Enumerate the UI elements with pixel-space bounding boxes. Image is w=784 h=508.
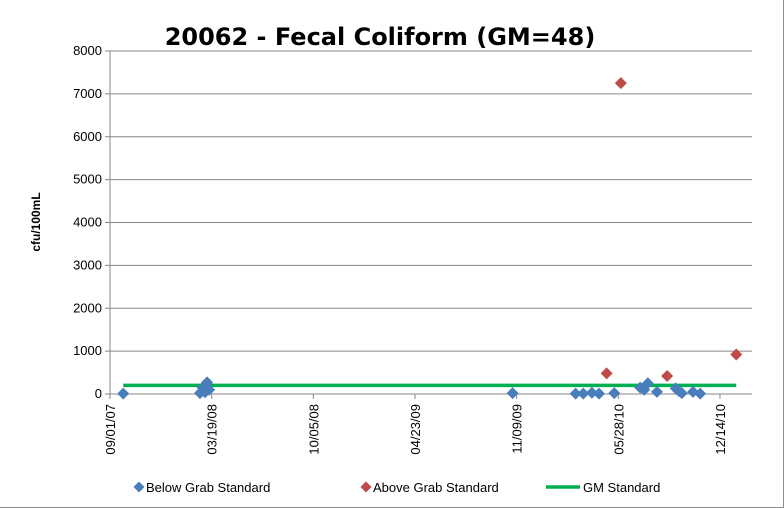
- y-axis-label: cfu/100mL: [29, 192, 43, 251]
- y-tick-label: 7000: [73, 86, 102, 101]
- below-standard-point: [569, 387, 582, 400]
- gridlines: [110, 50, 752, 395]
- below-standard-point: [577, 387, 590, 400]
- series-layer: [117, 77, 743, 400]
- below-standard-point: [592, 387, 605, 400]
- y-tick-label: 0: [95, 386, 102, 401]
- y-tick-label: 5000: [73, 172, 102, 187]
- x-tick-label: 04/23/09: [408, 404, 423, 455]
- x-tick-label: 05/28/10: [611, 404, 626, 455]
- y-tick-label: 8000: [73, 43, 102, 58]
- below-standard-point: [641, 377, 654, 390]
- y-tick-label: 4000: [73, 215, 102, 230]
- legend: Below Grab Standard Above Grab Standard GM…: [133, 480, 660, 495]
- below-standard-point: [117, 387, 130, 400]
- y-tick-label: 6000: [73, 129, 102, 144]
- legend-label: Above Grab Standard: [373, 480, 499, 495]
- chart-title: 20062 - Fecal Coliform (GM=48): [165, 23, 596, 51]
- legend-swatch-below: [133, 481, 145, 493]
- legend-label: Below Grab Standard: [146, 480, 270, 495]
- x-tick-label: 03/19/08: [205, 404, 220, 455]
- y-tick-label: 2000: [73, 300, 102, 315]
- axes: 0 1000 2000 3000 4000 5000 6000 7000 8000 09/01/0…: [73, 43, 752, 455]
- above-standard-point: [614, 77, 627, 90]
- below-standard-point: [675, 387, 688, 400]
- x-tick-label: 10/05/08: [306, 404, 321, 455]
- below-standard-point: [585, 386, 598, 399]
- x-tick-label: 12/14/10: [713, 404, 728, 455]
- x-tick-label: 11/09/09: [510, 404, 525, 454]
- legend-swatch-above: [360, 481, 372, 493]
- below-standard-point: [694, 387, 707, 400]
- y-tick-label: 3000: [73, 257, 102, 272]
- above-standard-point: [730, 348, 743, 361]
- below-standard-point: [608, 387, 621, 400]
- below-standard-point: [506, 387, 519, 400]
- above-standard-point: [661, 369, 674, 382]
- below-standard-point: [203, 383, 216, 396]
- y-tick-label: 1000: [73, 343, 102, 358]
- above-standard-point: [600, 367, 613, 380]
- x-tick-label: 09/01/07: [103, 404, 118, 455]
- legend-label: GM Standard: [583, 480, 660, 495]
- below-standard-point: [650, 385, 663, 398]
